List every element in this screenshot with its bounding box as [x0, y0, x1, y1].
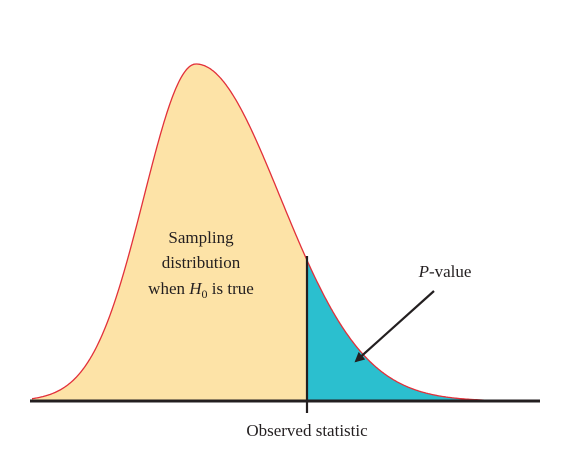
- p-value-area: [307, 260, 540, 401]
- region-label-line-2: distribution: [162, 253, 241, 272]
- p-value-arrow: [354, 290, 435, 363]
- sampling-distribution-area: [32, 64, 307, 401]
- density-curve: [31, 63, 540, 402]
- region-label-line-1: Sampling: [168, 228, 234, 247]
- region-label-line-3: when H0 is true: [148, 279, 254, 301]
- p-value-label: P-value: [418, 262, 472, 281]
- observed-statistic-label: Observed statistic: [246, 421, 368, 440]
